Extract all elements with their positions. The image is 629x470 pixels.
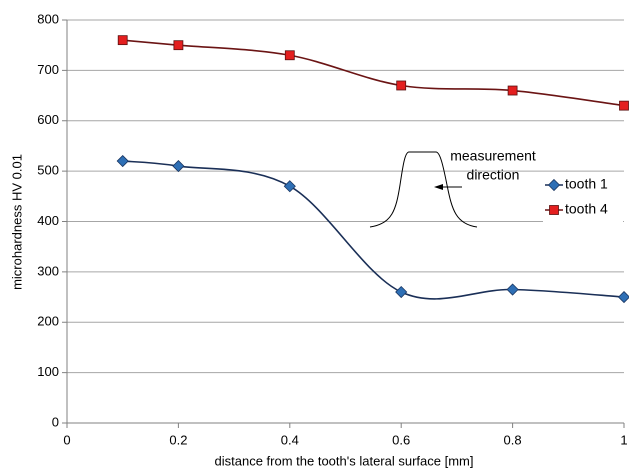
x-tick-label: 1 — [620, 432, 627, 447]
y-tick-label: 0 — [52, 414, 59, 429]
marker — [283, 180, 296, 193]
y-tick-label: 500 — [37, 163, 59, 178]
y-tick-label: 200 — [37, 314, 59, 329]
legend-label: tooth 1 — [565, 176, 608, 192]
y-tick-label: 700 — [37, 62, 59, 77]
y-tick-label: 600 — [37, 112, 59, 127]
y-tick-label: 100 — [37, 364, 59, 379]
marker — [284, 50, 295, 61]
marker — [116, 154, 129, 168]
x-tick-label: 0.2 — [169, 432, 187, 447]
y-tick-label: 400 — [37, 213, 59, 228]
annotation: direction — [467, 167, 520, 183]
marker — [619, 100, 629, 111]
marker — [173, 40, 184, 51]
y-tick-label: 800 — [37, 11, 59, 26]
y-axis-label: microhardness HV 0.01 — [9, 154, 24, 290]
marker — [117, 35, 128, 46]
annotation: measurement — [450, 148, 536, 164]
marker — [507, 85, 518, 96]
marker — [617, 290, 629, 304]
legend-marker — [549, 205, 559, 215]
y-tick-label: 300 — [37, 263, 59, 278]
x-tick-label: 0.4 — [281, 432, 299, 447]
x-axis-label: distance from the tooth's lateral surfac… — [215, 453, 474, 468]
x-tick-label: 0 — [63, 432, 70, 447]
legend-marker — [547, 178, 561, 192]
legend-label: tooth 4 — [565, 201, 608, 217]
marker — [506, 283, 519, 296]
tooth-outline — [369, 151, 478, 228]
x-tick-label: 0.6 — [392, 432, 410, 447]
arrow-head — [434, 184, 443, 190]
marker — [396, 80, 407, 91]
series-line — [122, 39, 625, 107]
marker — [395, 285, 408, 299]
marker — [172, 160, 185, 173]
x-tick-label: 0.8 — [504, 432, 522, 447]
